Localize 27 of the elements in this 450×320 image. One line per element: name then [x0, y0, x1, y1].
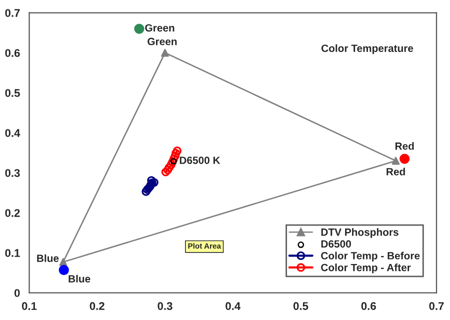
y-tick-label: 0 [14, 289, 20, 297]
annotation: Red [386, 168, 405, 176]
annotation: Blue [37, 254, 59, 262]
y-tick-label: 0.1 [5, 249, 20, 257]
annotation: Red [395, 142, 414, 150]
legend-label: D6500 [321, 240, 351, 248]
y-tick-label: 0.5 [5, 89, 20, 97]
legend-label: Color Temp - After [321, 264, 411, 274]
y-tick-label: 0.4 [5, 129, 20, 137]
y-tick-label: 0.3 [5, 169, 20, 177]
annotation: D6500 K [180, 156, 220, 164]
annotation: Green [148, 38, 177, 46]
y-tick-label: 0.2 [5, 209, 20, 217]
annotation: Blue [68, 274, 90, 283]
annotation: Green [145, 24, 174, 32]
annotation: Color Temperature [321, 44, 414, 54]
x-tick-label: 0.5 [293, 302, 308, 310]
x-tick-label: 0.1 [22, 302, 37, 310]
x-tick-label: 0.3 [158, 302, 172, 310]
x-tick-label: 0.4 [226, 302, 241, 310]
x-tick-label: 0.2 [90, 302, 104, 310]
legend-label: Color Temp - Before [321, 252, 420, 262]
y-tick-label: 0.7 [5, 9, 20, 17]
x-tick-label: 0.7 [429, 302, 444, 310]
legend-label: DTV Phosphors [321, 228, 398, 238]
x-tick-label: 0.6 [361, 302, 376, 310]
y-tick-label: 0.6 [5, 49, 20, 57]
